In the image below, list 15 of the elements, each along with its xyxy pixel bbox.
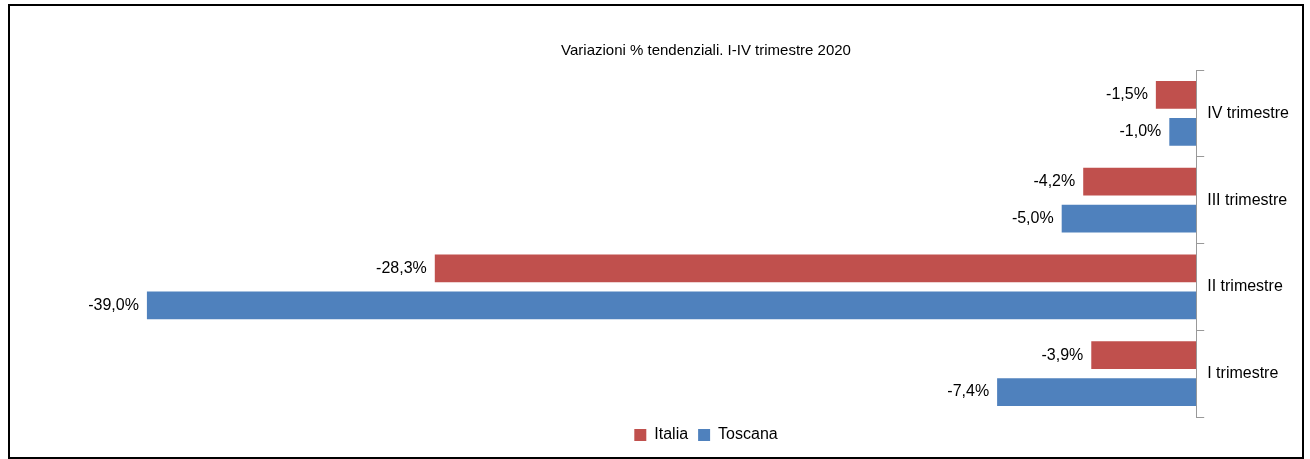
- legend-label: Italia: [654, 425, 689, 443]
- data-label: -1,5%: [1106, 85, 1148, 103]
- data-label: -7,4%: [947, 382, 990, 400]
- y-tick-label: III trimestre: [1207, 190, 1288, 208]
- data-label: -28,3%: [376, 258, 427, 276]
- data-label: -5,0%: [1011, 208, 1054, 226]
- data-label: -3,9%: [1041, 345, 1084, 363]
- y-tick-label: II trimestre: [1207, 277, 1283, 295]
- chart-title: Variazioni % tendenziali. I-IV trimestre 2020: [561, 41, 851, 59]
- data-label: -1,0%: [1119, 122, 1162, 140]
- y-tick-label: I trimestre: [1207, 364, 1279, 382]
- legend-label: Toscana: [718, 425, 778, 443]
- y-tick-label: IV trimestre: [1207, 103, 1290, 121]
- data-label: -4,2%: [1033, 172, 1076, 190]
- data-label: -39,0%: [88, 295, 139, 313]
